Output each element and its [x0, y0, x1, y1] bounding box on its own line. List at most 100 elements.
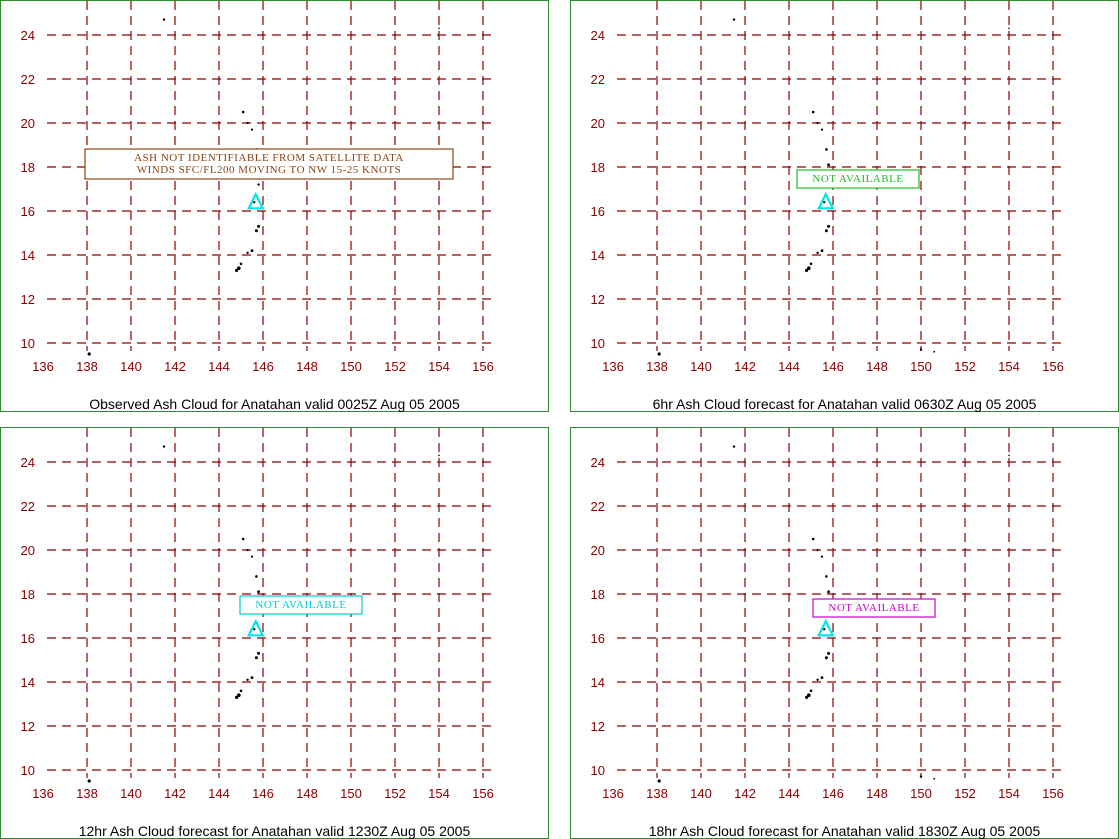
- island-dot: [732, 18, 736, 21]
- island-dot: [805, 268, 809, 272]
- island-dot: [250, 249, 254, 253]
- y-tick-label: 10: [21, 336, 35, 351]
- x-tick-label: 140: [690, 786, 712, 801]
- island-dot: [827, 651, 831, 655]
- island-dot: [823, 201, 826, 204]
- y-tick-label: 22: [591, 72, 605, 87]
- x-tick-label: 148: [296, 786, 318, 801]
- advisory-box-border: [84, 148, 454, 180]
- x-tick-label: 144: [208, 359, 230, 374]
- island-dot: [253, 628, 256, 631]
- island-dot: [805, 695, 809, 699]
- x-tick-label: 156: [472, 359, 494, 374]
- island-dot: [657, 779, 661, 783]
- advisory-text: NOT AVAILABLE: [255, 599, 346, 611]
- island-dot: [257, 224, 261, 228]
- x-tick-label: 136: [32, 359, 54, 374]
- x-tick-label: 152: [954, 359, 976, 374]
- island-dot: [246, 678, 249, 681]
- island-dot: [820, 676, 824, 679]
- x-tick-label: 146: [822, 786, 844, 801]
- y-tick-label: 12: [21, 292, 35, 307]
- x-tick-label: 140: [120, 786, 142, 801]
- y-tick-label: 16: [21, 204, 35, 219]
- ash-map-observed: 136 138 140 142 144 146 148 150 152 154 156 10 12 14 1…: [21, 1, 494, 374]
- island-dot: [809, 689, 813, 693]
- island-dot: [827, 163, 830, 167]
- map-panel-18hr: 136 138 140 142 144 146 148 150 152 154 156 10 12 14 1…: [570, 427, 1119, 839]
- island-dot: [241, 110, 245, 114]
- island-dot: [919, 775, 923, 778]
- map-panel-observed: 136 138 140 142 144 146 148 150 152 154 156 10 12 14 1…: [0, 0, 549, 412]
- island-dot: [825, 148, 828, 151]
- y-tick-label: 18: [591, 587, 605, 602]
- island-dot: [241, 537, 245, 541]
- map-panel-6hr: 136 138 140 142 144 146 148 150 152 154 156 10 12 14 1…: [570, 0, 1119, 412]
- x-tick-label: 148: [296, 359, 318, 374]
- y-tick-label: 10: [21, 763, 35, 778]
- island-dot: [933, 777, 936, 780]
- islands: [87, 445, 440, 783]
- x-tick-label: 156: [472, 786, 494, 801]
- y-tick-label: 10: [591, 336, 605, 351]
- x-tick-label: 142: [734, 786, 756, 801]
- x-tick-label: 136: [32, 786, 54, 801]
- island-dot: [732, 445, 736, 448]
- panel-caption: Observed Ash Cloud for Anatahan valid 00…: [89, 396, 460, 412]
- x-tick-label: 146: [822, 359, 844, 374]
- island-dot: [250, 128, 254, 131]
- y-tick-label: 14: [21, 248, 35, 263]
- x-tick-label: 136: [602, 786, 624, 801]
- x-tick-label: 138: [76, 786, 98, 801]
- island-dot: [657, 352, 661, 356]
- y-tick-label: 22: [21, 72, 35, 87]
- x-tick-label: 150: [910, 786, 932, 801]
- island-dot: [239, 689, 243, 693]
- island-dot: [254, 656, 258, 660]
- ash-map-18hr: 136 138 140 142 144 146 148 150 152 154 156 10 12 14 1…: [591, 428, 1064, 801]
- advisory-box-border: [796, 169, 920, 189]
- y-tick-label: 12: [21, 719, 35, 734]
- advisory-box: NOT AVAILABLE: [796, 169, 920, 189]
- ash-map-12hr: 136 138 140 142 144 146 148 150 152 154 156 10 12 14 1…: [21, 428, 494, 801]
- island-dot: [825, 575, 828, 578]
- island-dot: [824, 656, 828, 660]
- island-dot: [237, 266, 241, 271]
- island-dot: [820, 555, 824, 558]
- y-tick-label: 10: [591, 763, 605, 778]
- x-tick-label: 156: [1042, 359, 1064, 374]
- island-dot: [820, 128, 824, 131]
- advisory-text: NOT AVAILABLE: [812, 173, 903, 185]
- y-tick-label: 14: [591, 675, 605, 690]
- island-dot: [807, 693, 811, 697]
- x-tick-label: 152: [954, 786, 976, 801]
- y-tick-label: 18: [21, 587, 35, 602]
- y-tick-label: 14: [21, 675, 35, 690]
- island-dot: [246, 121, 249, 125]
- x-tick-label: 142: [164, 359, 186, 374]
- advisory-box: NOT AVAILABLE: [812, 598, 936, 618]
- island-dot: [919, 348, 923, 351]
- island-dot: [807, 266, 811, 271]
- y-tick-label: 24: [21, 28, 35, 43]
- ash-map-6hr: 136 138 140 142 144 146 148 150 152 154 156 10 12 14 1…: [591, 1, 1064, 374]
- island-dot: [811, 537, 815, 541]
- island-dot: [253, 201, 256, 204]
- island-dot: [87, 352, 91, 356]
- x-tick-label: 154: [428, 359, 450, 374]
- island-dot: [237, 693, 241, 697]
- island-dot: [816, 548, 819, 552]
- x-tick-label: 140: [120, 359, 142, 374]
- y-tick-label: 12: [591, 292, 605, 307]
- grid-lines: [617, 428, 1061, 778]
- x-tick-label: 148: [866, 359, 888, 374]
- island-dot: [246, 548, 249, 552]
- island-dot: [823, 628, 826, 631]
- island-dot: [257, 183, 260, 186]
- x-tick-label: 154: [428, 786, 450, 801]
- volcano-icon: [816, 618, 835, 637]
- volcano-icon: [246, 191, 265, 210]
- advisory-text: ASH NOT IDENTIFIABLE FROM SATELLITE DATA: [134, 152, 404, 164]
- island-dot: [257, 651, 261, 655]
- island-dot: [250, 555, 254, 558]
